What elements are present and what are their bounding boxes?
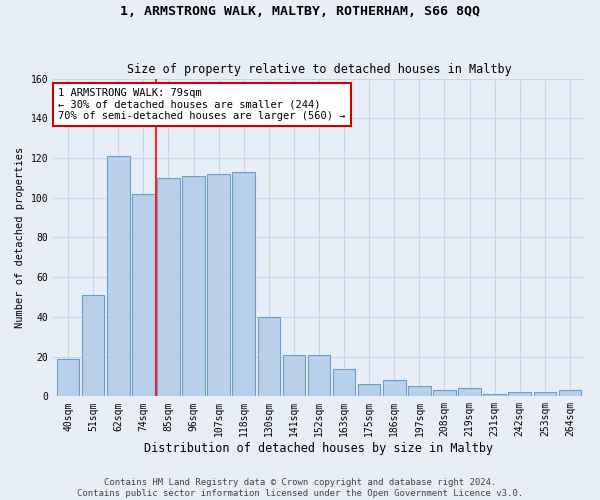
Bar	[157, 178, 180, 396]
Y-axis label: Number of detached properties: Number of detached properties	[15, 147, 25, 328]
Bar	[283, 354, 305, 397]
Text: Contains HM Land Registry data © Crown copyright and database right 2024.
Contai: Contains HM Land Registry data © Crown c…	[77, 478, 523, 498]
Bar	[508, 392, 531, 396]
Bar	[358, 384, 380, 396]
Bar	[383, 380, 406, 396]
X-axis label: Distribution of detached houses by size in Maltby: Distribution of detached houses by size …	[145, 442, 494, 455]
Bar	[82, 295, 104, 396]
Title: Size of property relative to detached houses in Maltby: Size of property relative to detached ho…	[127, 63, 511, 76]
Bar	[533, 392, 556, 396]
Bar	[408, 386, 431, 396]
Text: 1 ARMSTRONG WALK: 79sqm
← 30% of detached houses are smaller (244)
70% of semi-d: 1 ARMSTRONG WALK: 79sqm ← 30% of detache…	[58, 88, 346, 122]
Bar	[433, 390, 456, 396]
Bar	[232, 172, 255, 396]
Bar	[132, 194, 155, 396]
Bar	[57, 358, 79, 397]
Bar	[182, 176, 205, 396]
Bar	[458, 388, 481, 396]
Bar	[107, 156, 130, 396]
Bar	[333, 368, 355, 396]
Text: 1, ARMSTRONG WALK, MALTBY, ROTHERHAM, S66 8QQ: 1, ARMSTRONG WALK, MALTBY, ROTHERHAM, S6…	[120, 5, 480, 18]
Bar	[257, 317, 280, 396]
Bar	[559, 390, 581, 396]
Bar	[208, 174, 230, 396]
Bar	[484, 394, 506, 396]
Bar	[308, 354, 331, 397]
